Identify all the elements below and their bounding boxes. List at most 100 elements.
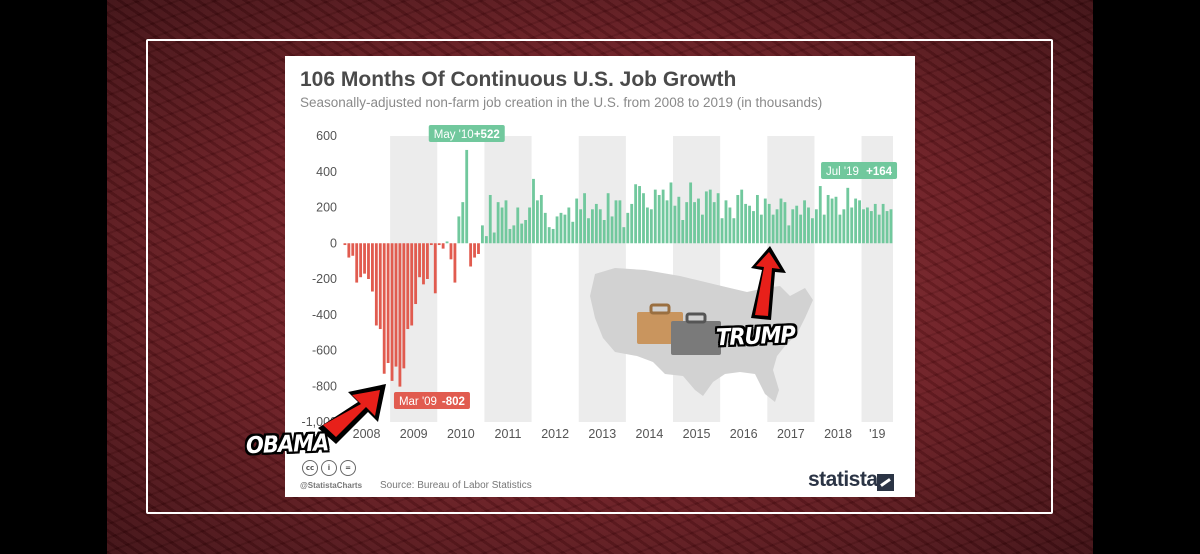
bar xyxy=(363,243,366,274)
x-tick-label: 2016 xyxy=(730,427,758,441)
bar xyxy=(708,189,712,244)
bar xyxy=(477,243,480,254)
bar xyxy=(693,202,696,244)
bar xyxy=(449,243,453,260)
annotation-label: Jul '19 xyxy=(826,166,859,178)
bar xyxy=(767,203,771,244)
bar xyxy=(630,203,634,244)
x-tick-label: 2010 xyxy=(447,427,475,441)
bar xyxy=(866,207,869,244)
bar xyxy=(504,200,508,244)
x-tick-label: 2015 xyxy=(683,427,711,441)
bar xyxy=(457,216,461,244)
bar xyxy=(649,209,653,244)
bar xyxy=(575,198,579,244)
bar xyxy=(418,243,421,278)
bar xyxy=(803,200,806,244)
bar xyxy=(885,211,889,244)
statista-handle: @StatistaCharts xyxy=(300,481,363,490)
bar xyxy=(814,209,818,244)
bar xyxy=(536,200,539,244)
bar xyxy=(343,243,347,246)
bar xyxy=(618,200,622,244)
bar xyxy=(484,236,488,244)
bar xyxy=(830,198,834,244)
bar xyxy=(862,209,865,244)
bar xyxy=(626,212,630,244)
x-tick-label: '19 xyxy=(869,427,885,441)
chart-subtitle: Seasonally-adjusted non-farm job creatio… xyxy=(300,95,823,110)
annotation-tag xyxy=(821,162,898,179)
bar xyxy=(481,225,484,244)
annotation-tag xyxy=(428,125,505,142)
bar xyxy=(520,223,524,244)
bar xyxy=(394,243,398,367)
bar xyxy=(591,209,594,244)
bar xyxy=(673,205,677,244)
bar xyxy=(465,149,469,244)
bar xyxy=(826,194,830,244)
bar xyxy=(414,243,418,305)
bar xyxy=(728,207,732,244)
briefcase-icon xyxy=(671,321,721,355)
annotation-value: +522 xyxy=(474,129,500,141)
bar xyxy=(811,218,814,244)
bar xyxy=(429,243,433,246)
bar xyxy=(359,243,363,278)
x-tick-label: 2017 xyxy=(777,427,805,441)
bar xyxy=(748,205,751,244)
x-tick-label: 2013 xyxy=(588,427,616,441)
bar xyxy=(787,225,791,244)
bar xyxy=(795,205,799,244)
bar xyxy=(355,243,359,283)
year-band xyxy=(390,136,438,422)
bar xyxy=(779,198,783,244)
bar xyxy=(716,193,720,244)
y-tick-label: -600 xyxy=(312,344,337,358)
bar xyxy=(371,243,374,292)
bar xyxy=(492,232,496,244)
bar xyxy=(720,218,724,244)
bar xyxy=(657,194,661,244)
bar xyxy=(614,200,618,244)
bar xyxy=(402,243,406,369)
bar xyxy=(583,193,586,244)
bar xyxy=(740,189,744,244)
briefcase-handle xyxy=(649,303,671,315)
bar xyxy=(858,200,861,244)
bar xyxy=(567,207,571,244)
x-tick-label: 2012 xyxy=(541,427,569,441)
source-line: Source: Bureau of Labor Statistics xyxy=(380,480,532,491)
bar xyxy=(532,178,535,244)
y-tick-label: 0 xyxy=(330,236,337,250)
bar xyxy=(653,189,657,244)
bar xyxy=(701,214,704,244)
bar xyxy=(704,191,708,244)
chart-svg: 2008 2009 2010 2011 2012 2013 2014 2015 2016 2017… xyxy=(302,125,898,441)
bar xyxy=(445,241,449,244)
bar xyxy=(551,228,555,244)
bar xyxy=(473,243,476,258)
bar xyxy=(598,209,602,244)
bar xyxy=(347,243,351,258)
y-tick-label: -1,000 xyxy=(302,415,337,429)
bar xyxy=(422,243,425,285)
bar xyxy=(646,207,649,244)
y-tick-label: 200 xyxy=(316,201,337,215)
x-tick-label: 2014 xyxy=(636,427,664,441)
bar xyxy=(775,209,779,244)
bar xyxy=(500,207,504,244)
bar xyxy=(512,225,516,244)
bar xyxy=(697,198,700,244)
briefcase-handle xyxy=(685,312,707,324)
bar xyxy=(351,243,355,256)
bar xyxy=(838,214,842,244)
bar xyxy=(783,202,787,244)
bar xyxy=(756,194,759,244)
annotation-label: May '10 xyxy=(434,129,474,141)
bar xyxy=(661,189,665,244)
bar xyxy=(873,203,877,244)
bar xyxy=(634,184,638,244)
attribution-icon: i xyxy=(321,460,337,476)
bar xyxy=(736,194,740,244)
